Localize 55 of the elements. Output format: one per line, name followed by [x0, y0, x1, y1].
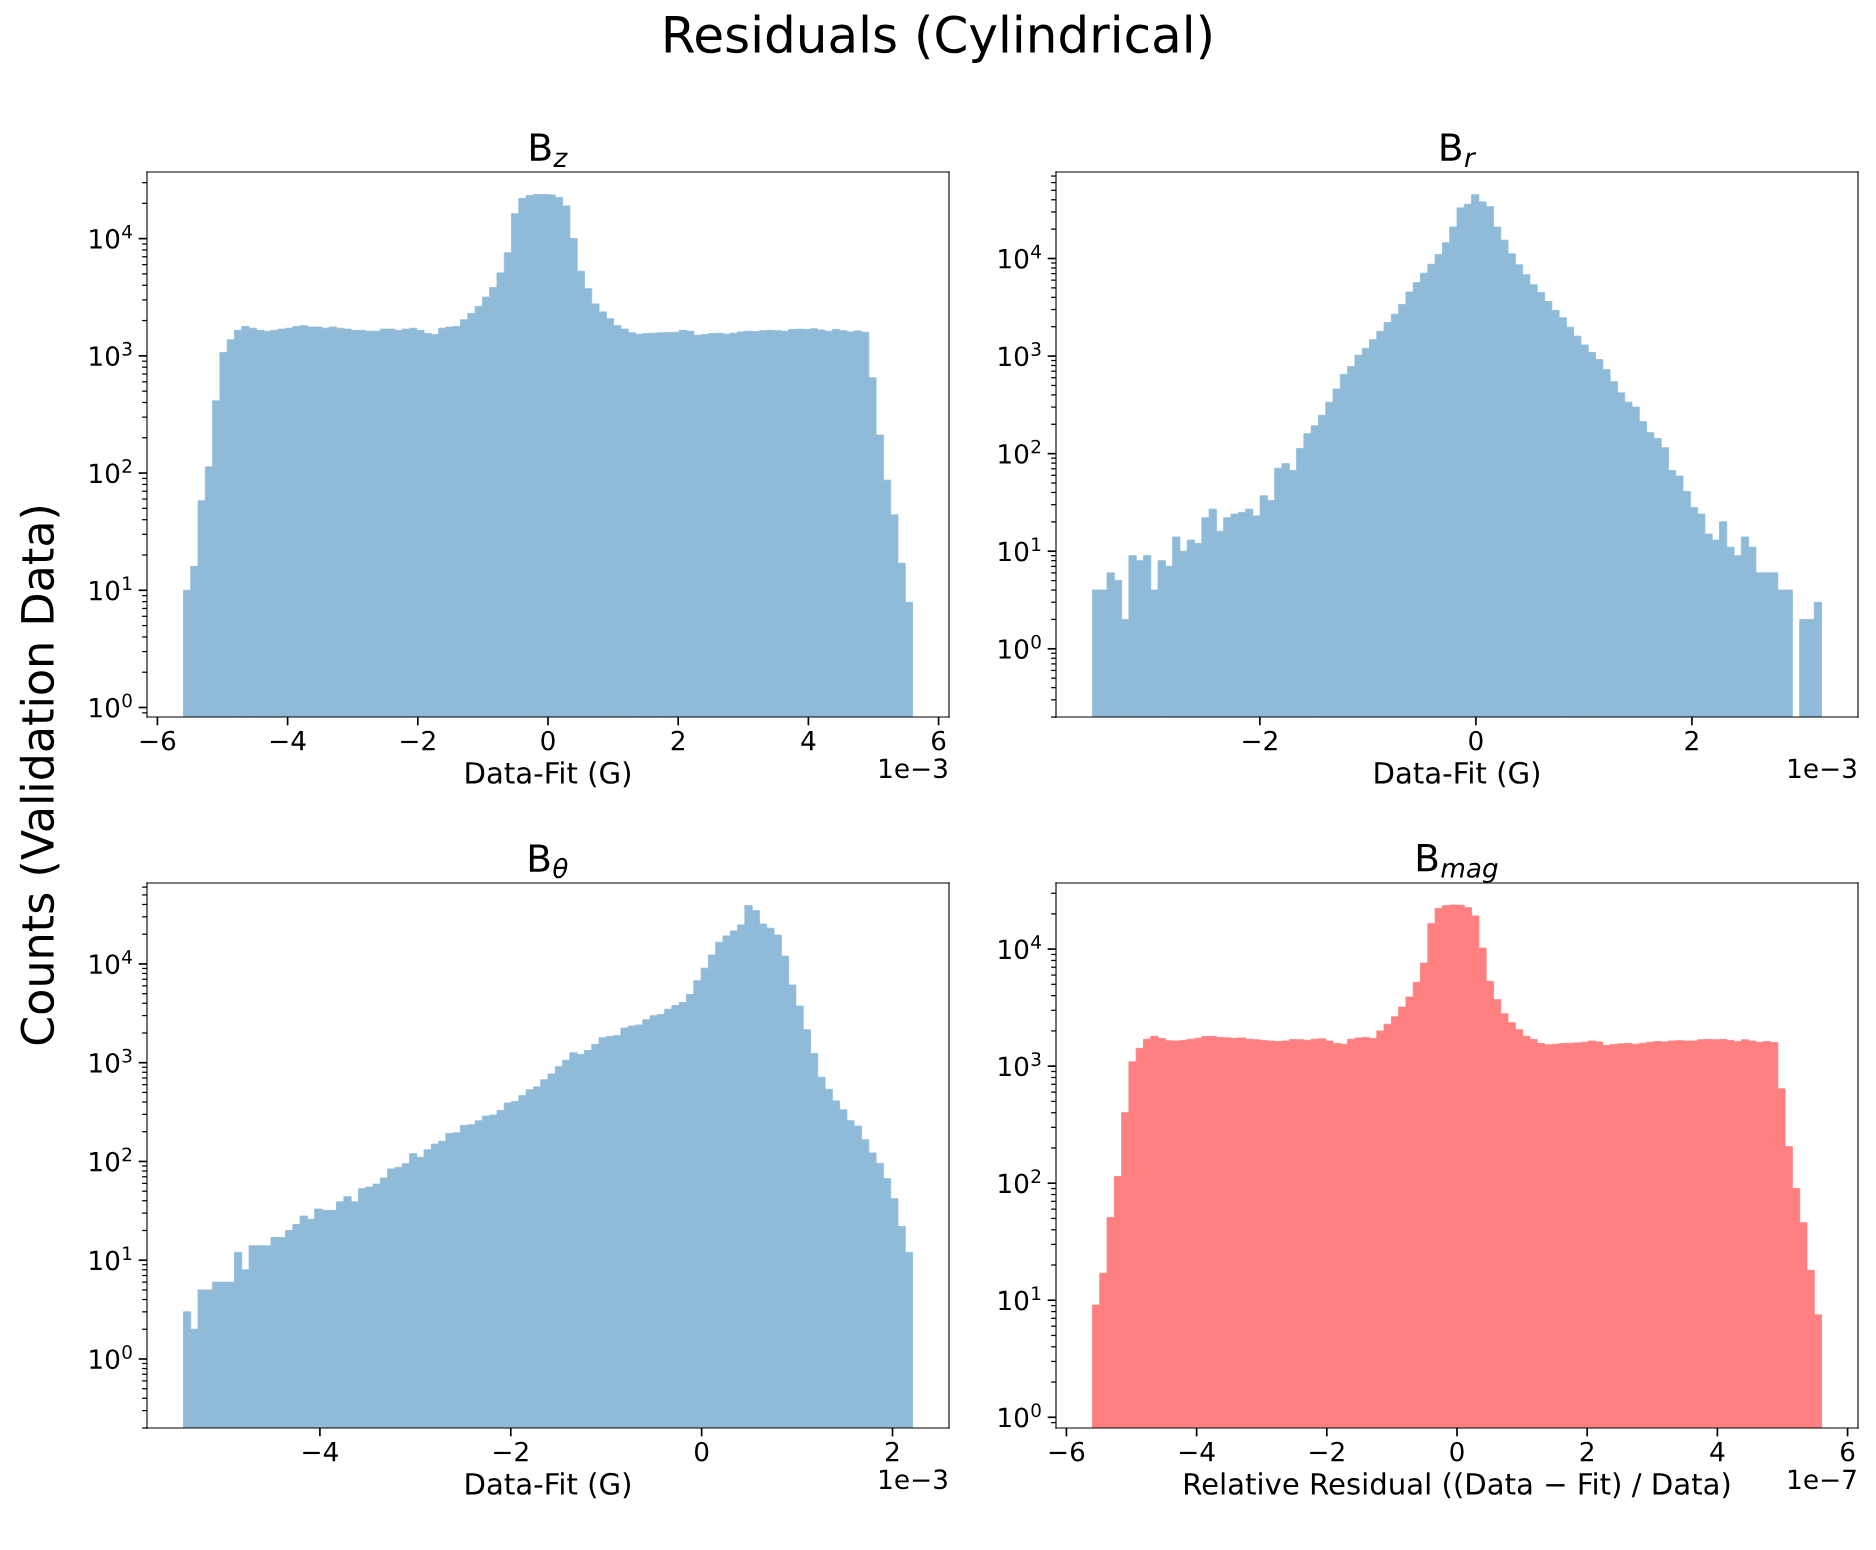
x-tick-label: 4: [801, 731, 816, 751]
y-tick-label: 10$^{3}$: [90, 341, 132, 367]
y-tick-label: 10$^{0}$: [90, 1344, 132, 1370]
x-tick-label: −4: [1179, 1442, 1215, 1462]
x-tick-label: 6: [1841, 1441, 1855, 1462]
x-tick-label: 2: [671, 730, 684, 751]
y-tick-label: 10$^{0}$: [999, 1403, 1041, 1428]
chart-title: B$_{r}$: [1441, 133, 1477, 168]
y-tick-label: 10$^{2}$: [999, 439, 1041, 464]
chart-title: B$_{z}$: [531, 133, 568, 168]
x-tick-label: −2: [1243, 730, 1277, 751]
x-tick-label: 0: [541, 730, 555, 751]
y-tick-label: 10$^{4}$: [90, 224, 132, 249]
text: 1e−3: [879, 1469, 947, 1490]
x-tick-label: −6: [1049, 1441, 1085, 1462]
text: 1e−7: [1788, 1469, 1856, 1490]
chart-title: B$_{θ}$: [529, 844, 568, 879]
x-tick-label: 2: [886, 1441, 899, 1462]
y-tick-label: 10$^{2}$: [90, 459, 132, 484]
x-axis-title: Relative Residual ((Data − Fit) / Data): [1185, 1472, 1730, 1499]
y-tick-label: 10$^{1}$: [90, 576, 132, 601]
x-tick-label: −2: [494, 1441, 528, 1462]
y-axis-title: Counts (Validation Data): [19, 506, 60, 1045]
y-tick-label: 10$^{4}$: [999, 935, 1041, 960]
y-tick-label: 10$^{2}$: [999, 1169, 1041, 1194]
y-tick-label: 10$^{0}$: [90, 693, 132, 718]
x-tick-label: −2: [1310, 1441, 1344, 1462]
text: 1e−3: [879, 758, 947, 779]
x-tick-label: 0: [1469, 730, 1483, 751]
chart-title: B$_{mag}$: [1417, 844, 1498, 883]
x-axis-title: Data-Fit (G): [1375, 761, 1539, 788]
x-axis-title: Data-Fit (G): [466, 761, 630, 788]
y-tick-label: 10$^{1}$: [999, 1286, 1041, 1311]
y-tick-label: 10$^{1}$: [999, 537, 1041, 562]
y-tick-label: 10$^{2}$: [90, 1147, 132, 1172]
x-tick-label: 2: [1685, 730, 1698, 751]
text: Residuals (Cylindrical): [665, 14, 1211, 63]
x-tick-label: 0: [1450, 1441, 1464, 1462]
text: 1e−3: [1788, 758, 1856, 779]
x-axis-title: Data-Fit (G): [466, 1472, 630, 1499]
y-tick-label: 10$^{1}$: [90, 1246, 132, 1271]
x-tick-label: 4: [1710, 1442, 1725, 1462]
y-tick-label: 10$^{3}$: [999, 342, 1041, 367]
y-tick-label: 10$^{0}$: [999, 634, 1041, 659]
y-tick-label: 10$^{4}$: [999, 244, 1041, 269]
x-tick-label: −2: [401, 730, 435, 751]
x-tick-label: −4: [303, 1442, 338, 1462]
x-tick-label: 0: [694, 1441, 709, 1462]
y-tick-label: 10$^{3}$: [999, 1052, 1041, 1077]
y-tick-label: 10$^{3}$: [90, 1048, 132, 1073]
x-tick-label: 2: [1580, 1441, 1593, 1462]
x-tick-label: −6: [140, 730, 176, 751]
y-tick-label: 10$^{4}$: [90, 950, 132, 975]
x-tick-label: −4: [270, 731, 306, 751]
x-tick-label: 6: [932, 730, 946, 751]
